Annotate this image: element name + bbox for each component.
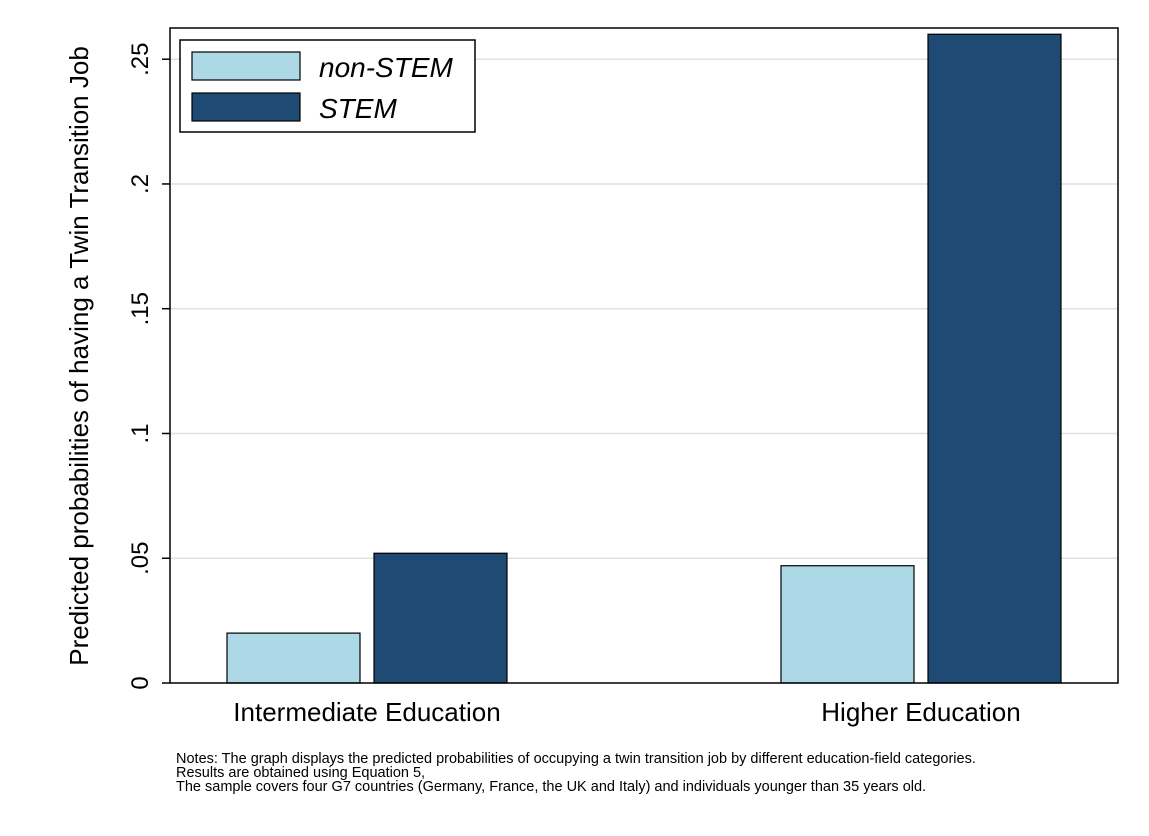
y-axis: 0 .05 .1 .15 .2 .25: [127, 43, 170, 690]
figure-notes: Notes: The graph displays the predicted …: [176, 751, 976, 795]
y-tick-label: .15: [127, 292, 154, 325]
plot-frame: [169, 27, 1119, 684]
bar-stem-2: [927, 33, 1062, 684]
x-category-label: Higher Education: [821, 697, 1020, 727]
x-axis: Intermediate Education Higher Education: [233, 697, 1020, 727]
bars: [226, 33, 1062, 684]
legend-swatch: [191, 92, 301, 122]
y-tick-label: .1: [127, 423, 154, 443]
bar-stem-1: [373, 552, 508, 684]
bar-non-stem-2: [780, 565, 915, 684]
x-category-label: Intermediate Education: [233, 697, 500, 727]
legend: non-STEM STEM: [179, 39, 476, 133]
notes-line-2: Results are obtained using Equation 5,: [176, 765, 426, 781]
legend-label: STEM: [319, 93, 397, 124]
y-tick-label: .2: [127, 174, 154, 194]
bar-non-stem-1: [226, 632, 361, 684]
y-tick-label: .05: [127, 542, 154, 575]
bar-chart: 0 .05 .1 .15 .2 .25 Intermediate Education Hig…: [64, 27, 1119, 727]
legend-swatch: [191, 51, 301, 81]
y-tick-label: 0: [127, 676, 154, 689]
notes-line-1: Notes: The graph displays the predicted …: [176, 751, 976, 767]
notes-line-3: The sample covers four G7 countries (Ger…: [176, 779, 927, 795]
legend-label: non-STEM: [319, 52, 453, 83]
y-axis-title: Predicted probabilities of having a Twin…: [64, 46, 94, 666]
y-tick-label: .25: [127, 43, 154, 76]
